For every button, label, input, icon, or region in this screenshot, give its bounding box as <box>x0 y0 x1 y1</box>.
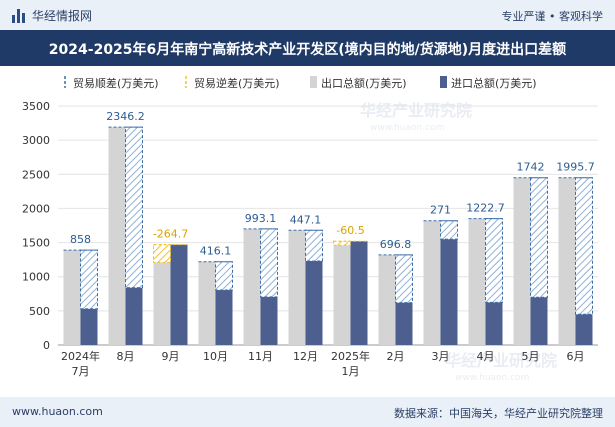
export-bar <box>63 250 81 345</box>
x-tick-label: 3月 <box>432 350 450 363</box>
x-tick-label: 4月 <box>477 350 495 363</box>
data-label: 1742 <box>517 161 545 174</box>
logo-bars-icon <box>12 8 26 23</box>
export-bar <box>333 245 351 345</box>
surplus-bar <box>260 228 278 298</box>
surplus-bar <box>125 126 143 289</box>
footer-source: 数据来源：中国海关，华经产业研究院整理 <box>394 407 603 420</box>
data-label: 271 <box>430 204 451 217</box>
import-bar <box>350 241 368 345</box>
y-tick-label: 1000 <box>22 271 50 284</box>
y-axis: 0 500 1000 1500 2000 2500 3000 3500 <box>22 100 50 352</box>
legend-swatch <box>310 76 317 88</box>
legend-label: 进口总额(万美元) <box>451 76 537 90</box>
x-tick-label: 7月 <box>72 365 90 378</box>
data-labels: 858 2346.2 -264.7 416.1 993.1 447.1 -60.5 696.8… <box>70 110 595 258</box>
import-bar <box>80 308 98 345</box>
x-axis: 2024年 7月 8月 9月 10月 11月 12月 2025年 1月 2月 3月 4月 5月 6月 <box>61 349 585 378</box>
footer-website: www.huaon.com <box>12 405 103 418</box>
deficit-bar <box>153 244 171 263</box>
title-band <box>0 30 615 66</box>
x-tick-label: 10月 <box>203 350 228 363</box>
import-bar <box>170 244 188 345</box>
surplus-bar <box>530 177 548 298</box>
y-tick-label: 2500 <box>22 168 50 181</box>
y-tick-label: 3500 <box>22 100 50 113</box>
export-bar <box>288 230 306 345</box>
legend-label: 贸易顺差(万美元) <box>73 76 159 90</box>
import-bar <box>395 302 413 345</box>
top-bar <box>0 0 615 30</box>
data-label: 447.1 <box>290 213 322 226</box>
import-bar <box>575 314 593 345</box>
export-bar <box>108 127 126 345</box>
y-tick-label: 2000 <box>22 202 50 215</box>
export-bar <box>423 220 441 345</box>
x-tick-label: 2025年 <box>331 349 370 363</box>
surplus-bar <box>575 177 593 315</box>
export-bar <box>243 228 261 345</box>
chart-title: 2024-2025年6月年南宁高新技术产业开发区(境内目的地/货源地)月度进出口… <box>48 42 567 58</box>
x-tick-label: 11月 <box>248 350 273 363</box>
export-bar <box>378 254 396 345</box>
export-bar <box>153 262 171 345</box>
chart-area: 贸易顺差(万美元) 贸易逆差(万美元) 出口总额(万美元) 进口总额(万美元) 华经产… <box>22 76 598 383</box>
surplus-bar <box>440 220 458 240</box>
brand-name: 华经情报网 <box>32 9 93 23</box>
import-bar <box>215 290 233 345</box>
x-tick-label: 8月 <box>117 350 135 363</box>
legend: 贸易顺差(万美元) 贸易逆差(万美元) 出口总额(万美元) 进口总额(万美元) <box>64 76 537 90</box>
x-tick-label: 2024年 <box>61 349 100 363</box>
y-tick-label: 3000 <box>22 134 50 147</box>
import-bar <box>440 239 458 345</box>
grid-lines <box>58 105 598 346</box>
y-tick-label: 500 <box>29 305 50 318</box>
surplus-bar <box>485 218 503 303</box>
data-label: 1995.7 <box>556 161 595 174</box>
export-bar <box>513 177 531 345</box>
import-bar <box>260 296 278 345</box>
surplus-bar <box>395 254 413 304</box>
data-label: -60.5 <box>336 224 364 237</box>
x-tick-label: 5月 <box>522 350 540 363</box>
data-label: 696.8 <box>380 238 412 251</box>
footer <box>0 397 615 427</box>
export-bar <box>558 177 576 345</box>
legend-swatch <box>440 76 447 88</box>
data-label: 2346.2 <box>106 110 145 123</box>
x-tick-label: 6月 <box>567 350 585 363</box>
data-label: -264.7 <box>153 228 188 241</box>
x-tick-label: 9月 <box>162 350 180 363</box>
legend-label: 出口总额(万美元) <box>321 76 407 90</box>
import-bar <box>125 287 143 345</box>
deficit-bar <box>333 240 351 246</box>
data-label: 858 <box>70 233 91 246</box>
x-tick-label: 2月 <box>387 350 405 363</box>
surplus-bar <box>215 261 233 291</box>
tagline: 专业严谨 • 客观科学 <box>501 10 603 23</box>
data-label: 1222.7 <box>466 202 505 215</box>
import-bar <box>305 261 323 345</box>
watermark-text: 华经产业研究院 <box>360 101 472 120</box>
x-tick-label: 1月 <box>342 365 360 378</box>
y-tick-label: 0 <box>43 339 50 352</box>
data-label: 993.1 <box>245 212 277 225</box>
export-bar <box>198 261 216 345</box>
import-bar <box>530 297 548 345</box>
surplus-bar <box>80 249 98 310</box>
watermark-url: www.huaon.com <box>370 123 444 133</box>
watermark-url: www.huaon.com <box>455 373 529 383</box>
bars <box>63 126 593 345</box>
export-bar <box>468 218 486 345</box>
watermark-text: 华经产业研究院 <box>445 351 557 370</box>
data-label: 416.1 <box>200 245 232 258</box>
brand: 华经情报网 <box>12 7 92 24</box>
import-bar <box>485 302 503 345</box>
x-tick-label: 12月 <box>293 350 318 363</box>
legend-label: 贸易逆差(万美元) <box>194 76 280 90</box>
surplus-bar <box>305 229 323 262</box>
y-tick-label: 1500 <box>22 237 50 250</box>
